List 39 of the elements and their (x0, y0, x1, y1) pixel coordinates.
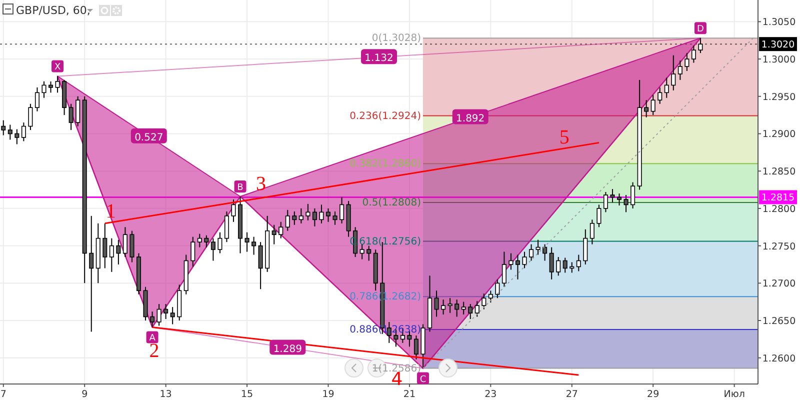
y-tick-label: 1.2600 (762, 353, 796, 364)
y-tick-label: 1.2850 (762, 166, 796, 178)
x-tick-label: 19 (322, 389, 334, 400)
ref-line-label: 1.2815 (761, 192, 795, 204)
x-tick-label: 15 (240, 389, 254, 400)
ref-line-label: 0(1.3028) (372, 33, 422, 44)
y-tick-label: 1.3000 (762, 54, 796, 66)
x-tick-label: 13 (160, 389, 172, 400)
annotation: 1.132 (364, 53, 394, 64)
annotation: 1 (106, 200, 116, 222)
y-tick-label: 1.3050 (762, 17, 796, 28)
x-tick-label: 29 (647, 389, 660, 400)
x-tick-label: 21 (403, 389, 416, 400)
y-tick-label: 1.2650 (762, 316, 796, 327)
data-label: B (237, 182, 244, 193)
data-label: X (54, 62, 61, 73)
y-tick-label: 1.2700 (762, 278, 796, 290)
data-label: D (697, 24, 704, 35)
annotation: 5 (559, 126, 570, 148)
y-tick-label: 1.2800 (762, 204, 796, 215)
annotation: 1.289 (273, 344, 302, 355)
ref-line-label: 0.886(1.2638) (350, 324, 422, 336)
annotation: 1.892 (456, 113, 485, 124)
ref-line-label: 0.236(1.2924) (350, 110, 422, 122)
x-tick-label: 7 (0, 389, 6, 400)
x-tick-label: 23 (484, 389, 497, 400)
ref-line-label: 0.382(1.2860) (350, 158, 422, 170)
data-label: A (149, 334, 156, 344)
x-tick-label: Июл (724, 389, 745, 400)
y-tick-label: 1.2900 (762, 129, 796, 140)
y-tick-label: 1.2750 (762, 241, 796, 252)
x-tick-label: 27 (566, 389, 578, 400)
x-tick-label: 9 (82, 389, 88, 400)
chart-title: GBP/USD, 60, (16, 4, 90, 17)
data-label: C (420, 374, 426, 385)
ref-line-label: 1.3020 (761, 40, 795, 51)
ref-line-label: 0.5(1.2808) (362, 197, 422, 208)
y-tick-label: 1.2950 (762, 92, 796, 103)
annotation: 0.527 (134, 132, 164, 144)
